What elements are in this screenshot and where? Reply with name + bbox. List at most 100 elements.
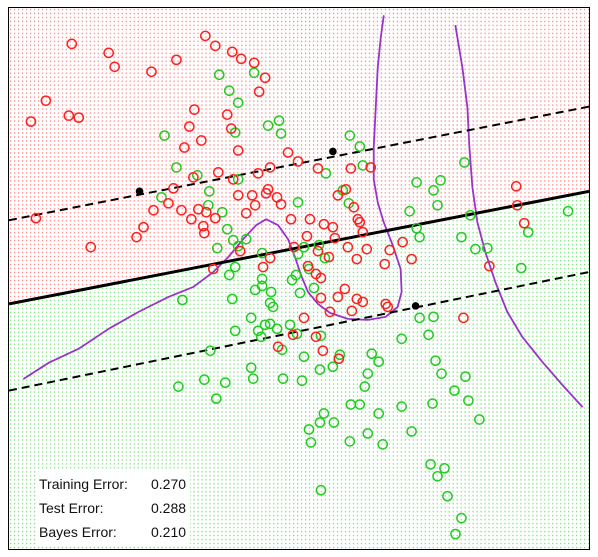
red-point <box>365 162 377 173</box>
green-point <box>450 528 461 540</box>
green-point <box>411 177 422 188</box>
green-point <box>203 185 215 197</box>
green-point <box>362 368 374 379</box>
red-point <box>103 47 114 59</box>
red-point <box>458 312 469 324</box>
red-point <box>406 253 417 265</box>
red-point <box>196 135 207 146</box>
green-point <box>459 157 470 168</box>
red-point <box>354 216 366 228</box>
red-point <box>282 147 294 158</box>
red-point <box>189 104 200 115</box>
green-point <box>362 428 374 439</box>
green-point <box>396 333 407 345</box>
green-point <box>259 319 271 331</box>
green-point <box>396 401 407 412</box>
green-point <box>308 282 320 294</box>
green-point <box>292 196 304 208</box>
green-point <box>240 233 252 245</box>
green-point <box>359 381 371 392</box>
support-vector-point <box>329 147 337 156</box>
green-point <box>211 242 223 254</box>
red-point <box>315 292 327 304</box>
red-point <box>176 204 187 216</box>
red-point <box>510 181 522 192</box>
green-point <box>177 294 188 306</box>
green-point <box>273 115 285 126</box>
green-point <box>284 319 296 331</box>
green-point <box>232 174 244 185</box>
green-point <box>460 371 471 382</box>
red-point <box>209 40 221 52</box>
green-point <box>256 273 268 285</box>
red-point <box>379 258 391 270</box>
red-point <box>249 199 261 211</box>
green-point <box>456 512 467 524</box>
red-point <box>66 38 78 50</box>
red-point <box>253 86 265 98</box>
red-point <box>207 263 219 275</box>
bayes-boundary-curve <box>23 15 403 380</box>
red-point <box>333 353 345 365</box>
red-point <box>511 199 523 211</box>
green-point <box>423 329 434 341</box>
green-point <box>264 318 276 330</box>
red-point <box>332 189 344 201</box>
red-point <box>163 197 174 209</box>
green-point <box>229 261 241 273</box>
red-point <box>30 212 42 224</box>
green-point <box>318 408 330 419</box>
test-error-value: 0.288 <box>151 500 187 516</box>
red-point <box>332 291 344 303</box>
green-point <box>474 414 485 425</box>
red-point <box>323 251 335 263</box>
green-point <box>277 373 289 384</box>
red-point <box>357 226 369 238</box>
green-point <box>344 130 356 141</box>
red-point <box>232 189 244 201</box>
red-point <box>73 112 85 123</box>
green-point <box>562 205 574 217</box>
green-point <box>219 377 231 388</box>
green-point <box>515 262 527 274</box>
green-point <box>456 231 467 243</box>
red-point <box>340 183 352 195</box>
red-point <box>302 260 314 272</box>
green-point <box>373 408 385 419</box>
green-point <box>314 417 326 428</box>
green-point <box>275 128 287 139</box>
green-point <box>216 206 228 218</box>
training-error-row: Training Error: 0.270 <box>39 472 186 496</box>
green-point <box>210 393 222 404</box>
green-point <box>357 160 369 171</box>
green-point <box>248 67 260 79</box>
green-point <box>204 345 216 357</box>
green-point <box>232 240 244 252</box>
red-point <box>324 306 336 318</box>
green-point <box>428 184 439 196</box>
red-point <box>348 201 360 213</box>
red-point <box>186 213 197 225</box>
green-point <box>213 69 225 81</box>
green-point <box>314 364 326 375</box>
red-point <box>351 253 363 265</box>
green-point <box>442 490 453 502</box>
green-point <box>522 226 534 238</box>
green-point <box>298 241 310 253</box>
green-point <box>354 141 366 152</box>
red-point <box>352 213 364 225</box>
red-point <box>275 198 287 210</box>
red-point <box>317 345 329 357</box>
red-point <box>234 245 246 257</box>
red-point <box>227 174 239 185</box>
red-point <box>351 293 363 305</box>
red-point <box>168 183 179 194</box>
green-point <box>432 470 443 482</box>
red-point <box>197 220 209 232</box>
red-point <box>184 121 195 132</box>
red-point <box>209 212 221 224</box>
green-point <box>173 381 184 392</box>
green-point <box>294 287 306 299</box>
red-point <box>25 116 37 127</box>
support-vector-point <box>411 302 420 310</box>
